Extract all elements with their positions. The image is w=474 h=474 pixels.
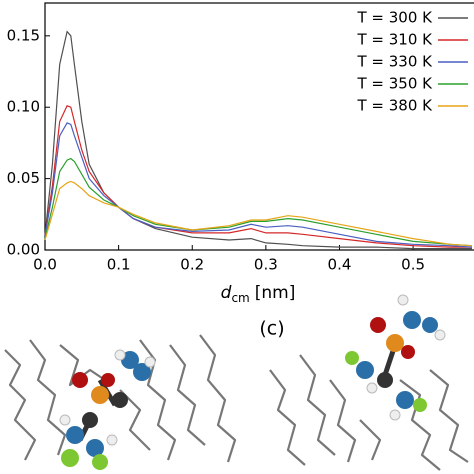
x-label-symbol: d: [221, 283, 232, 303]
x-axis-label: dcm [nm]: [221, 283, 296, 305]
x-tick-label: 0.1: [107, 256, 131, 274]
atom: [386, 334, 404, 352]
atom: [61, 449, 79, 467]
atom: [366, 382, 378, 394]
atom: [114, 349, 126, 361]
atom: [401, 345, 415, 359]
x-tick-label: 0.5: [401, 256, 425, 274]
atom: [389, 409, 401, 421]
molecule-left: [4, 334, 237, 470]
stick: [359, 419, 382, 461]
plot: 0.0 0.1 0.2 0.3 0.4 0.5 0.00 0.05 0.10 0.15 T = 30…: [7, 2, 474, 274]
atom: [377, 372, 393, 388]
atom: [133, 363, 151, 381]
stick: [4, 349, 37, 461]
stick: [169, 344, 206, 446]
legend-label: T = 310 K: [356, 31, 433, 49]
x-label-subscript: cm: [231, 291, 249, 305]
x-tick-label: 0.0: [33, 256, 57, 274]
series-line: [44, 30, 472, 250]
stick: [399, 379, 441, 471]
x-tick-label: 0.2: [180, 256, 204, 274]
stick: [59, 344, 106, 387]
atom: [72, 372, 88, 388]
atom: [396, 391, 414, 409]
atom: [422, 317, 438, 333]
series-line: [44, 157, 473, 247]
atom: [82, 412, 98, 428]
atom: [370, 317, 386, 333]
y-tick-label: 0.05: [7, 169, 40, 187]
series-line: [44, 180, 473, 247]
y-tick-label: 0.00: [7, 241, 40, 259]
atom: [91, 386, 109, 404]
atom: [66, 426, 84, 444]
y-tick-label: 0.10: [7, 98, 40, 116]
atom: [413, 398, 427, 412]
atom: [345, 351, 359, 365]
panel-label: (c): [259, 318, 284, 340]
atom: [403, 311, 421, 329]
x-label-unit: [nm]: [255, 283, 296, 303]
stick: [29, 339, 67, 456]
stick: [139, 339, 177, 461]
atom: [434, 329, 446, 341]
legend-label: T = 380 K: [356, 97, 433, 115]
x-tick-label: 0.4: [328, 256, 352, 274]
atom: [112, 392, 128, 408]
plot-frame: [44, 2, 474, 251]
atom: [397, 294, 409, 306]
atom: [86, 439, 104, 457]
y-tick-label: 0.15: [7, 26, 40, 44]
stick: [329, 379, 357, 463]
atom: [106, 434, 118, 446]
x-tick-label: 0.3: [254, 256, 278, 274]
stick: [269, 369, 306, 466]
atom: [92, 454, 108, 470]
legend-label: T = 350 K: [356, 75, 433, 93]
stick: [299, 354, 336, 456]
stick: [429, 369, 469, 463]
stick: [199, 334, 237, 463]
atom: [144, 356, 156, 368]
legend-label: T = 330 K: [356, 53, 433, 71]
molecule-right: [269, 294, 469, 471]
atom: [121, 351, 139, 369]
atom: [356, 361, 374, 379]
stick: [119, 389, 151, 451]
atom: [59, 414, 71, 426]
series-line: [44, 122, 473, 248]
legend-label: T = 300 K: [356, 9, 433, 27]
atom: [101, 373, 115, 387]
